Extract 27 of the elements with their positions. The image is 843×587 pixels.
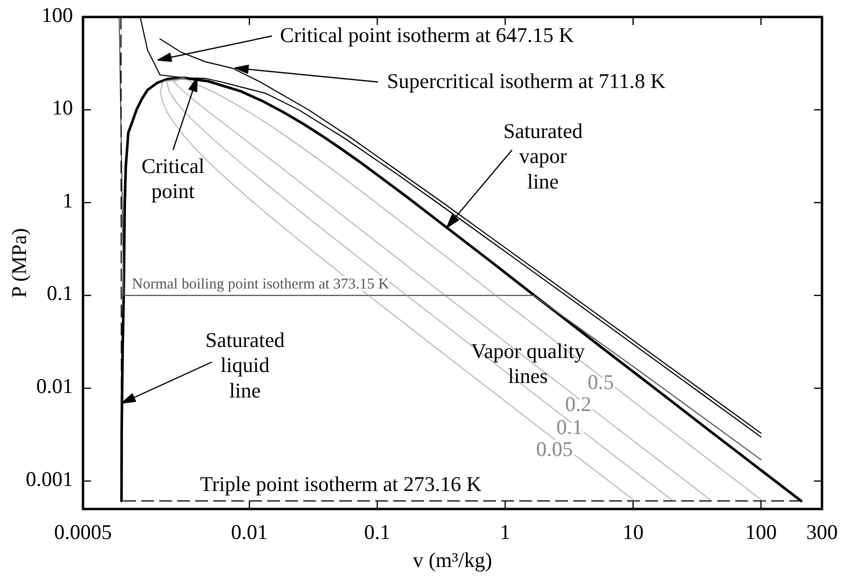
series-label: 0.05 bbox=[536, 436, 573, 461]
annotation: Critical point isotherm at 647.15 K bbox=[280, 22, 574, 47]
annotation: Vapor quality lines bbox=[471, 338, 586, 388]
x-tick-label: 0.0005 bbox=[54, 520, 112, 544]
y-tick-label: 0.1 bbox=[46, 281, 73, 306]
x-tick-label: 10 bbox=[622, 520, 644, 544]
series-label: 0.5 bbox=[588, 370, 614, 394]
y-tick-label: 0.01 bbox=[36, 374, 73, 398]
annotation: Saturated liquid line bbox=[205, 328, 286, 402]
y-tick-label: 0.001 bbox=[26, 466, 73, 491]
x-axis-title: v (m³/kg) bbox=[412, 548, 492, 572]
x-tick-label: 100 bbox=[745, 520, 777, 544]
x-tick-label: 300 bbox=[806, 520, 838, 544]
x-tick-label: 0.1 bbox=[364, 520, 390, 544]
y-tick-label: 100 bbox=[42, 2, 73, 27]
series-label: Normal boiling point isotherm at 373.15 K bbox=[132, 276, 390, 292]
series-label: 0.1 bbox=[556, 414, 583, 439]
annotation: Critical point bbox=[142, 154, 205, 204]
annotation: Supercritical isotherm at 711.8 K bbox=[387, 68, 666, 93]
y-tick-label: 1 bbox=[62, 188, 73, 212]
y-axis-title: P (MPa) bbox=[7, 228, 31, 298]
x-tick-label: 0.01 bbox=[231, 520, 268, 544]
y-tick-label: 10 bbox=[52, 96, 73, 120]
series-label: Triple point isotherm at 273.16 K bbox=[200, 472, 482, 496]
annotation: Saturated vapor line bbox=[503, 118, 584, 194]
x-tick-label: 1 bbox=[500, 520, 510, 544]
series-label: 0.2 bbox=[565, 392, 592, 416]
